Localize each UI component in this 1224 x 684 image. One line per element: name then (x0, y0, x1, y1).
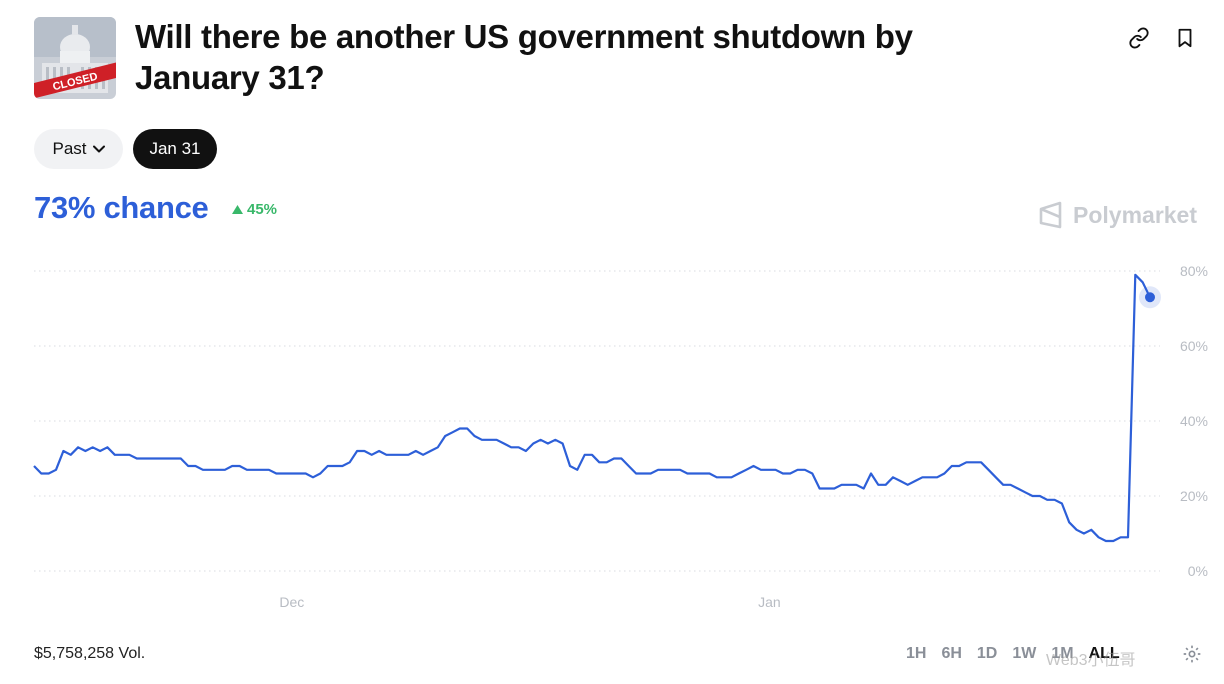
range-1m[interactable]: 1M (1051, 645, 1074, 662)
past-dropdown-label: Past (52, 139, 87, 158)
range-6h[interactable]: 6H (941, 645, 962, 662)
watermark-text: Web3小伍哥 (1046, 652, 1136, 669)
date-pill-jan-31[interactable]: Jan 31 (133, 129, 217, 169)
current-point (1145, 292, 1155, 303)
y-tick-label: 40% (1180, 413, 1208, 429)
market-thumbnail: CLOSED (34, 17, 116, 99)
y-tick-label: 20% (1180, 488, 1208, 504)
link-icon[interactable] (1127, 26, 1151, 50)
brand-name: Polymarket (1073, 201, 1198, 228)
bookmark-icon[interactable] (1173, 26, 1197, 50)
time-range-selector[interactable]: 1H 6H 1D 1W 1M ALL (906, 645, 1120, 663)
range-1h[interactable]: 1H (906, 645, 927, 662)
range-all[interactable]: ALL (1088, 645, 1120, 662)
watermark: Web3小伍哥 (1046, 646, 1136, 670)
chance-delta-value: 45% (247, 201, 278, 218)
chance-delta: 45% (232, 201, 277, 218)
page-title: Will there be another US government shut… (135, 18, 913, 96)
series-line (33, 273, 1151, 543)
gear-icon[interactable] (1182, 644, 1202, 664)
triangle-up-icon (232, 205, 243, 214)
x-tick-label: Jan (758, 594, 781, 610)
range-1w[interactable]: 1W (1012, 645, 1037, 662)
polymarket-logo-icon (1039, 201, 1062, 229)
y-tick-label: 0% (1188, 563, 1208, 579)
price-chart[interactable]: 0% 20% 40% 60% 80% Dec Jan (0, 255, 1224, 615)
past-dropdown[interactable]: Past (34, 129, 123, 169)
x-tick-label: Dec (279, 594, 304, 610)
range-1d[interactable]: 1D (976, 645, 998, 662)
volume-label: $5,758,258 Vol. (34, 645, 146, 662)
chevron-down-icon (92, 145, 105, 153)
polymarket-logo: Polymarket (1038, 201, 1197, 229)
y-tick-label: 80% (1180, 263, 1208, 279)
chance-value: 73% chance (34, 190, 209, 225)
y-tick-label: 60% (1180, 338, 1208, 354)
